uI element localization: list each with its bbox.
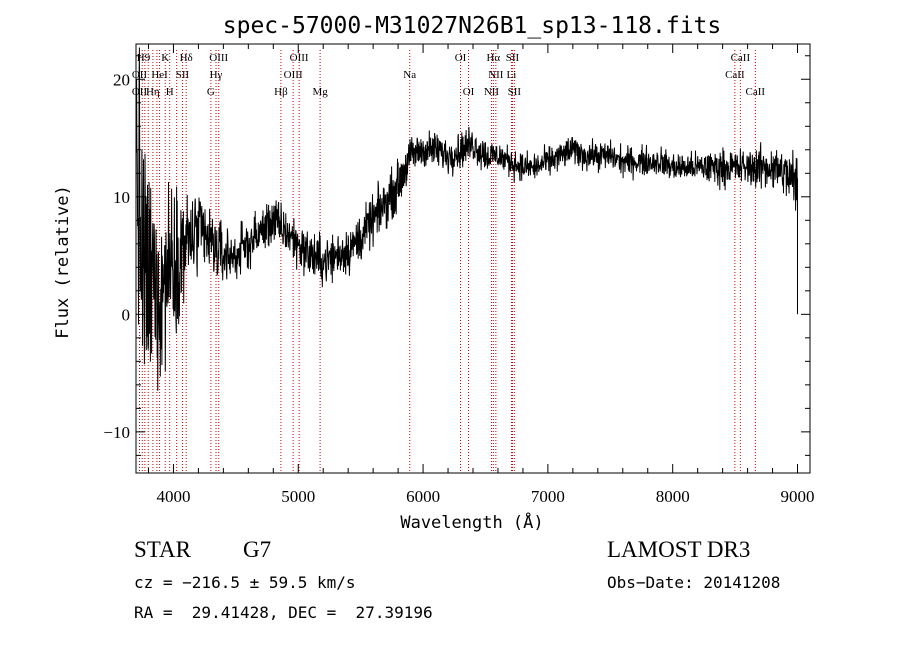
- line-label: SII: [506, 52, 520, 64]
- line-label: Na: [403, 69, 416, 81]
- y-tick-label: 20: [113, 70, 130, 89]
- line-label: NII: [484, 86, 500, 98]
- line-label: H: [166, 86, 174, 98]
- line-label: OIII: [284, 69, 303, 81]
- x-tick-label: 8000: [656, 487, 690, 506]
- line-label: SII: [508, 86, 522, 98]
- line-label: OIII: [209, 52, 228, 64]
- x-axis-label: Wavelength (Å): [400, 511, 543, 533]
- line-label: K: [161, 52, 169, 64]
- object-subclass: G7: [243, 537, 272, 562]
- y-tick-label: −10: [103, 423, 130, 442]
- line-label: Hδ: [180, 52, 193, 64]
- line-label: G: [207, 86, 215, 98]
- x-axis: 4000 5000 6000 7000 8000 9000: [147, 44, 815, 506]
- x-tick-label: 5000: [281, 487, 315, 506]
- line-label: Mg: [312, 86, 328, 98]
- y-axis-label: Flux (relative): [53, 185, 73, 339]
- line-label: Hη: [146, 86, 160, 98]
- line-label: CaII: [725, 69, 745, 81]
- line-label: Hγ: [210, 69, 223, 81]
- line-label: Hβ: [274, 86, 288, 98]
- line-label: OI: [455, 52, 467, 64]
- radial-velocity: cz = −216.5 ± 59.5 km/s: [134, 573, 356, 592]
- line-label: Hα: [486, 52, 500, 64]
- chart-title: spec-57000-M31027N26B1_sp13-118.fits: [223, 13, 722, 39]
- line-label: NII: [488, 69, 504, 81]
- line-label: SII: [176, 69, 190, 81]
- line-label: HeI: [151, 69, 168, 81]
- observation-date: Obs−Date: 20141208: [607, 573, 781, 592]
- line-label: Li: [507, 69, 517, 81]
- survey-name: LAMOST DR3: [607, 537, 751, 562]
- x-tick-label: 9000: [781, 487, 815, 506]
- spectrum-series: [136, 47, 798, 391]
- line-label: OIII: [290, 52, 309, 64]
- line-label: H9: [137, 52, 151, 64]
- x-tick-label: 6000: [406, 487, 440, 506]
- sky-coordinates: RA = 29.41428, DEC = 27.39196: [134, 603, 433, 622]
- spectrum-line: [136, 47, 798, 391]
- y-axis: −10 0 10 20: [103, 55, 810, 456]
- x-tick-label: 7000: [531, 487, 565, 506]
- object-class: STAR: [134, 537, 191, 562]
- line-label: OI: [463, 86, 475, 98]
- x-tick-label: 4000: [156, 487, 190, 506]
- y-tick-label: 0: [122, 305, 131, 324]
- line-label: CaII: [746, 86, 766, 98]
- y-tick-label: 10: [113, 188, 130, 207]
- line-label: CaII: [731, 52, 751, 64]
